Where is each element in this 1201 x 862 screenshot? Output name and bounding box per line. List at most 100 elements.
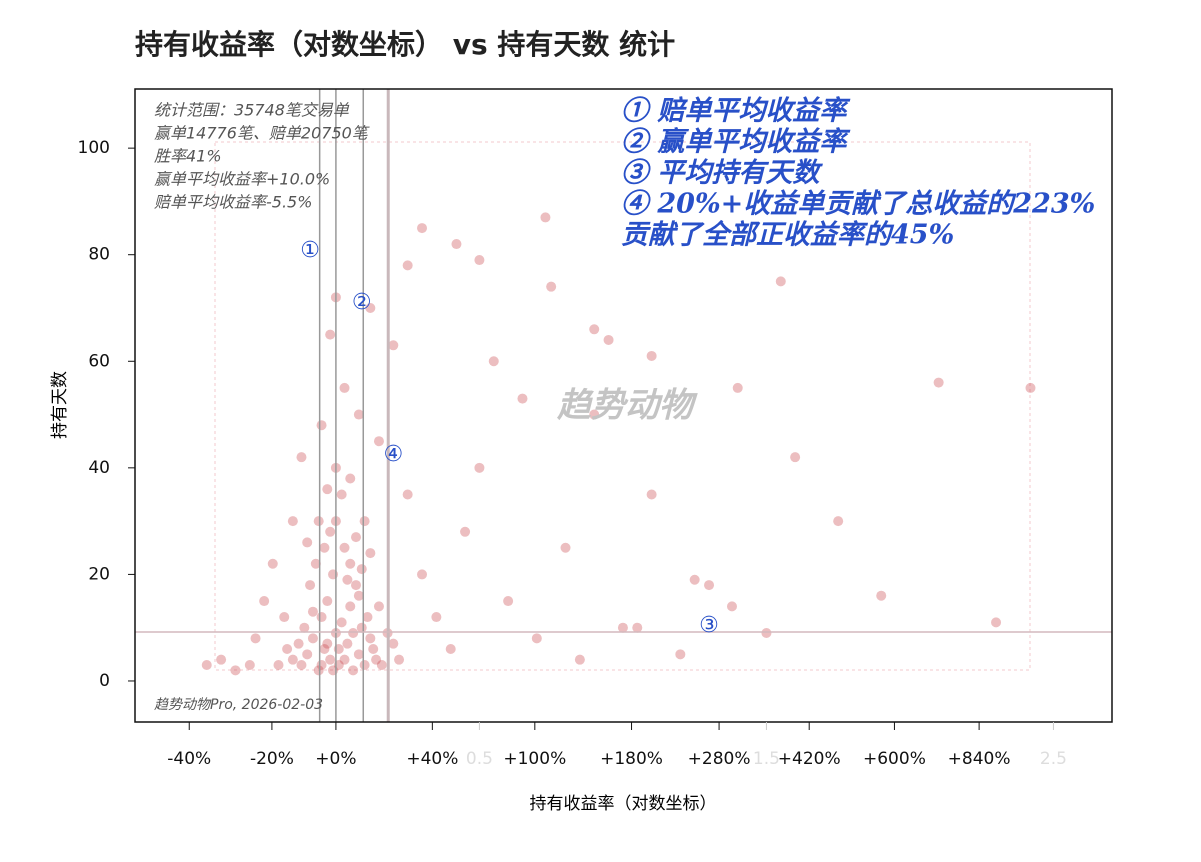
point xyxy=(560,542,571,553)
point xyxy=(394,654,405,665)
point xyxy=(345,601,356,612)
point xyxy=(359,516,370,527)
point xyxy=(617,622,628,633)
point xyxy=(244,659,255,670)
point xyxy=(319,644,330,655)
point xyxy=(359,659,370,670)
x-tick-label: +180% xyxy=(600,749,663,769)
point xyxy=(833,516,844,527)
stat-line: 胜率41% xyxy=(154,147,222,166)
point xyxy=(339,382,350,393)
point xyxy=(313,665,324,676)
point xyxy=(201,659,212,670)
point xyxy=(299,622,310,633)
x-tick-label: +100% xyxy=(503,749,566,769)
x-axis-label: 持有收益率（对数坐标） xyxy=(530,794,717,814)
point xyxy=(230,665,241,676)
marker: ② xyxy=(352,290,372,315)
point xyxy=(1025,382,1036,393)
point xyxy=(704,580,715,591)
point xyxy=(351,532,362,543)
point xyxy=(345,558,356,569)
point xyxy=(339,654,350,665)
point xyxy=(293,638,304,649)
point xyxy=(287,654,298,665)
point xyxy=(503,596,514,607)
point xyxy=(307,606,318,617)
point xyxy=(353,649,364,660)
note-line: ④ 20%+收益单贡献了总收益的223% xyxy=(621,189,1095,220)
point xyxy=(646,489,657,500)
point xyxy=(876,590,887,601)
point xyxy=(319,542,330,553)
point xyxy=(445,644,456,655)
point xyxy=(305,580,316,591)
point xyxy=(302,537,313,548)
point xyxy=(368,644,379,655)
point xyxy=(307,633,318,644)
point xyxy=(460,526,471,537)
point xyxy=(589,409,600,420)
stat-line: 赢单14776笔、赔单20750笔 xyxy=(154,124,370,143)
note-line: 贡献了全部正收益率的45% xyxy=(621,220,954,251)
point xyxy=(388,340,399,351)
x-tick-label: +600% xyxy=(863,749,926,769)
point xyxy=(282,644,293,655)
y-tick-label: 80 xyxy=(88,245,110,265)
point xyxy=(646,350,657,361)
point xyxy=(488,356,499,367)
point xyxy=(259,596,270,607)
point xyxy=(402,260,413,271)
x-tick-label: -20% xyxy=(250,749,294,769)
note-line: ③ 平均持有天数 xyxy=(621,158,823,189)
x-tick-label: +0% xyxy=(315,749,356,769)
point xyxy=(336,617,347,628)
point xyxy=(362,612,373,623)
stat-line: 赢单平均收益率+10.0% xyxy=(154,170,330,189)
point xyxy=(365,633,376,644)
point xyxy=(474,462,485,473)
x-tick-label: +840% xyxy=(948,749,1011,769)
y-tick-label: 40 xyxy=(88,458,110,478)
point xyxy=(376,659,387,670)
point xyxy=(356,622,367,633)
point xyxy=(451,239,462,250)
point xyxy=(732,382,743,393)
x-tick-label: +420% xyxy=(778,749,841,769)
point xyxy=(761,628,772,639)
point xyxy=(726,601,737,612)
point xyxy=(574,654,585,665)
point xyxy=(325,329,336,340)
point xyxy=(348,665,359,676)
point xyxy=(531,633,542,644)
marker: ① xyxy=(300,238,320,263)
point xyxy=(431,612,442,623)
point xyxy=(933,377,944,388)
point xyxy=(325,654,336,665)
point xyxy=(250,633,261,644)
stat-line: 统计范围：35748笔交易单 xyxy=(154,101,350,120)
point xyxy=(356,564,367,575)
point xyxy=(373,601,384,612)
footer: 趋势动物Pro, 2026-02-03 xyxy=(154,697,323,713)
y-tick-label: 20 xyxy=(88,564,110,584)
point xyxy=(342,574,353,585)
point xyxy=(296,452,307,463)
x2-tick-label: 0.5 xyxy=(466,749,493,769)
marker: ③ xyxy=(699,613,719,638)
x2-tick-label: 1.5 xyxy=(753,749,780,769)
point xyxy=(402,489,413,500)
marker: ④ xyxy=(383,442,403,467)
point xyxy=(316,420,327,431)
point xyxy=(603,334,614,345)
point xyxy=(310,558,321,569)
point xyxy=(279,612,290,623)
point xyxy=(339,542,350,553)
point xyxy=(417,569,428,580)
point xyxy=(365,302,376,313)
point xyxy=(351,580,362,591)
point xyxy=(273,659,284,670)
point xyxy=(991,617,1002,628)
y-axis-label: 持有天数 xyxy=(50,371,70,439)
point xyxy=(675,649,686,660)
